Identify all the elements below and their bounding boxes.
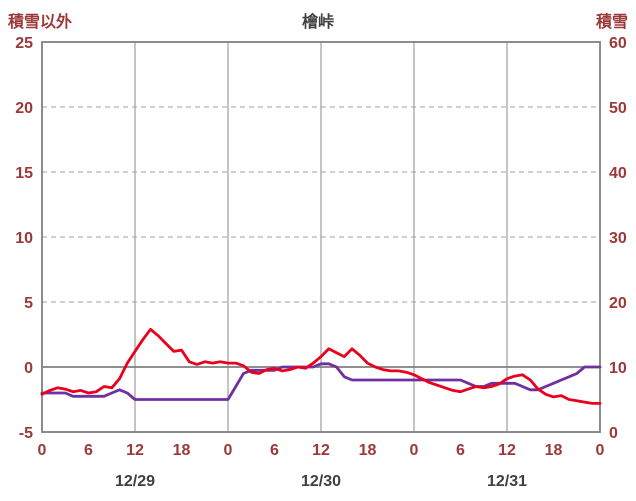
x-axis-tick-label: 18 bbox=[173, 442, 191, 459]
x-axis-tick-label: 18 bbox=[545, 442, 563, 459]
right-axis-tick-label: 20 bbox=[609, 295, 627, 312]
purple-series-line bbox=[40, 362, 602, 401]
right-axis-tick-label: 60 bbox=[609, 35, 627, 52]
date-label: 12/31 bbox=[487, 473, 527, 490]
left-axis-title: 積雪以外 bbox=[8, 14, 73, 31]
right-axis-tick-label: 40 bbox=[609, 165, 627, 182]
left-axis-tick-label: 10 bbox=[15, 230, 33, 247]
x-axis-tick-label: 12 bbox=[312, 442, 330, 459]
right-axis-tick-label: 0 bbox=[609, 425, 618, 442]
x-axis-tick-label: 0 bbox=[224, 442, 233, 459]
left-axis-tick-label: 25 bbox=[15, 35, 33, 52]
right-axis-tick-label: 50 bbox=[609, 100, 627, 117]
x-axis-tick-label: 6 bbox=[84, 442, 93, 459]
right-axis-title: 積雪 bbox=[595, 14, 628, 31]
right-axis-tick-label: 10 bbox=[609, 360, 627, 377]
date-label: 12/30 bbox=[301, 473, 341, 490]
left-axis-tick-label: -5 bbox=[19, 425, 33, 442]
plot-area-border bbox=[41, 41, 601, 433]
left-axis-tick-label: 20 bbox=[15, 100, 33, 117]
x-axis-tick-label: 18 bbox=[359, 442, 377, 459]
left-axis-tick-label: 5 bbox=[24, 295, 33, 312]
x-axis-tick-label: 12 bbox=[498, 442, 516, 459]
x-axis-tick-label: 6 bbox=[270, 442, 279, 459]
x-axis-tick-label: 0 bbox=[410, 442, 419, 459]
x-axis-tick-label: 0 bbox=[596, 442, 605, 459]
x-axis-tick-label: 6 bbox=[456, 442, 465, 459]
red-series-line bbox=[40, 327, 602, 405]
left-axis-tick-label: 0 bbox=[24, 360, 33, 377]
date-label: 12/29 bbox=[115, 473, 155, 490]
x-axis-tick-label: 0 bbox=[38, 442, 47, 459]
x-axis-tick-label: 12 bbox=[126, 442, 144, 459]
left-axis-tick-label: 15 bbox=[15, 165, 33, 182]
right-axis-tick-label: 30 bbox=[609, 230, 627, 247]
